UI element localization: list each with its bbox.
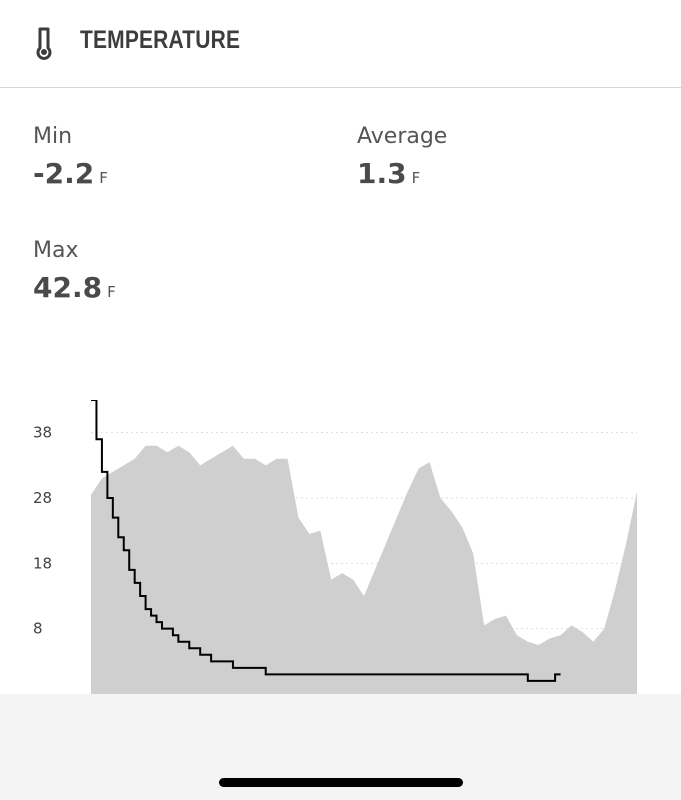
stat-min-value-row: -2.2 F [33, 157, 108, 190]
stat-max-value-row: 42.8 F [33, 271, 116, 304]
stat-average-label: Average [357, 124, 448, 149]
thermometer-icon [36, 27, 52, 60]
stat-max-label: Max [33, 238, 79, 263]
stat-average-value-row: 1.3 F [357, 157, 447, 190]
stat-average: Average 1.3 F [357, 124, 447, 190]
stat-max-unit: F [107, 283, 116, 301]
step-line-series [91, 400, 561, 682]
stat-min-label: Min [33, 124, 73, 149]
temperature-area-series [91, 445, 637, 694]
stat-max-value: 42.8 [33, 271, 103, 304]
stat-max: Max 42.8 F [33, 238, 116, 304]
temperature-chart: 8 18 28 38 [33, 400, 637, 694]
y-tick-label: 18 [33, 554, 52, 572]
stat-average-unit: F [411, 169, 421, 187]
header: TEMPERATURE [0, 0, 681, 88]
stat-min: Min -2.2 F [33, 124, 108, 190]
stat-min-unit: F [99, 169, 108, 187]
stat-min-value: -2.2 [33, 157, 95, 190]
y-tick-label: 8 [33, 620, 43, 638]
home-indicator[interactable] [219, 778, 463, 787]
page-title: TEMPERATURE [80, 26, 241, 54]
y-tick-label: 38 [33, 424, 52, 442]
stat-average-value: 1.3 [357, 157, 407, 190]
y-tick-label: 28 [33, 489, 52, 507]
